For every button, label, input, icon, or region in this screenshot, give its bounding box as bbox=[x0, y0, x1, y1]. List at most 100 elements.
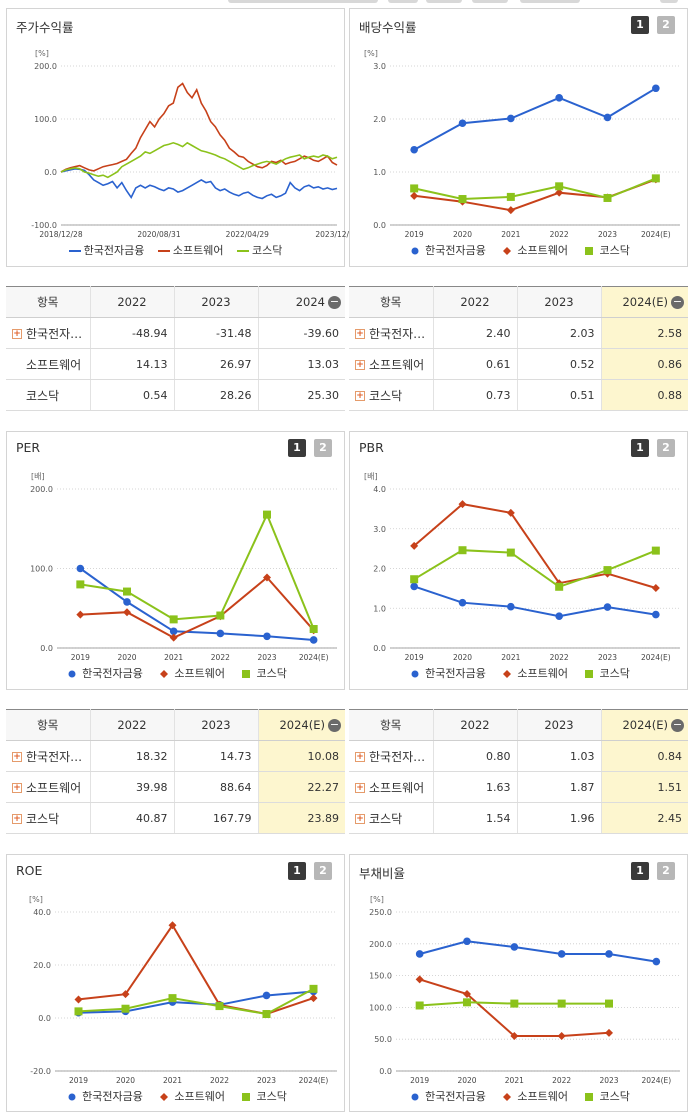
row-label[interactable]: + 코스닥 bbox=[6, 802, 90, 834]
diamond-marker-icon bbox=[503, 670, 512, 678]
expand-plus-icon[interactable]: + bbox=[355, 360, 365, 370]
toggle-1-button[interactable]: 1 bbox=[631, 862, 649, 880]
row-label[interactable]: + 소프트웨어 bbox=[349, 771, 433, 803]
legend-item[interactable]: 한국전자금융 bbox=[407, 242, 486, 258]
data-point-square bbox=[557, 999, 566, 1008]
data-point-square bbox=[121, 1004, 130, 1013]
series-line bbox=[79, 567, 314, 641]
data-point-square bbox=[410, 184, 419, 193]
table-cell-estimate: 0.86 bbox=[600, 348, 688, 380]
legend-item[interactable]: 코스닥 bbox=[581, 242, 630, 258]
collapse-minus-icon[interactable]: − bbox=[671, 718, 684, 732]
expand-plus-icon[interactable]: + bbox=[355, 783, 365, 793]
legend-item[interactable]: 한국전자금융 bbox=[68, 242, 144, 258]
legend-item[interactable]: 소프트웨어 bbox=[156, 665, 225, 681]
legend-item[interactable]: 한국전자금융 bbox=[64, 1088, 143, 1104]
data-point-diamond bbox=[169, 633, 178, 642]
data-point-diamond bbox=[74, 995, 83, 1004]
data-point-circle bbox=[169, 627, 178, 636]
collapse-minus-icon[interactable]: − bbox=[328, 718, 341, 732]
legend-item[interactable]: 코스닥 bbox=[238, 1088, 287, 1104]
legend-item[interactable]: 한국전자금융 bbox=[64, 665, 143, 681]
row-label[interactable]: + 소프트웨어 bbox=[349, 348, 433, 380]
series-line bbox=[414, 178, 657, 212]
legend-item[interactable]: 소프트웨어 bbox=[157, 242, 224, 258]
row-label[interactable]: + 한국전자… bbox=[349, 317, 433, 349]
expand-plus-icon[interactable]: + bbox=[355, 752, 365, 762]
row-name: 소프트웨어 bbox=[26, 780, 82, 795]
stock-return-panel: 주가수익률 [%] 200.0 100.0 0.0 -100.0 2018/12/28 20… bbox=[6, 8, 359, 267]
data-point-square bbox=[123, 587, 131, 596]
y-tick-label: 250.0 bbox=[369, 908, 392, 917]
col-header: 항목 bbox=[349, 286, 433, 318]
data-point-circle bbox=[458, 598, 467, 607]
table-cell-estimate: 0.88 bbox=[600, 379, 688, 411]
row-label[interactable]: + 한국전자… bbox=[6, 740, 90, 772]
row-name: 코스닥 bbox=[26, 811, 60, 826]
legend-item[interactable]: 코스닥 bbox=[581, 665, 630, 681]
unit-label: [배] bbox=[364, 472, 378, 481]
y-tick-label: 0.0 bbox=[373, 644, 386, 653]
data-point-square bbox=[410, 575, 419, 584]
table-row: + 코스닥 1.54 1.96 2.45 bbox=[349, 802, 688, 834]
data-point-circle bbox=[458, 119, 467, 128]
row-name: 한국전자… bbox=[369, 326, 426, 341]
col-header: 2023 bbox=[173, 709, 258, 741]
toggle-1-button[interactable]: 1 bbox=[631, 16, 649, 34]
expand-plus-icon[interactable]: + bbox=[355, 391, 365, 401]
data-point-circle bbox=[263, 632, 271, 641]
table-cell-estimate: 22.27 bbox=[257, 771, 345, 803]
square-marker-icon bbox=[585, 247, 594, 255]
series-line bbox=[60, 167, 338, 200]
toggle-2-button[interactable]: 2 bbox=[314, 862, 332, 880]
y-tick-label: 3.0 bbox=[373, 62, 386, 71]
x-tick-label: 2022 bbox=[550, 230, 569, 239]
collapse-minus-icon[interactable]: − bbox=[671, 295, 684, 309]
expand-plus-icon[interactable]: + bbox=[355, 329, 365, 339]
table-cell: 1.87 bbox=[516, 771, 601, 803]
toggle-1-button[interactable]: 1 bbox=[288, 439, 306, 457]
expand-plus-icon[interactable]: + bbox=[355, 814, 365, 824]
table-cell: 14.13 bbox=[89, 348, 174, 380]
legend-item[interactable]: 소프트웨어 bbox=[499, 242, 568, 258]
toggle-1-button[interactable]: 1 bbox=[288, 862, 306, 880]
table-row: 소프트웨어 14.13 26.97 13.03 bbox=[6, 348, 345, 380]
collapse-minus-icon[interactable]: − bbox=[328, 295, 341, 309]
expand-plus-icon[interactable]: + bbox=[12, 329, 22, 339]
legend-label: 소프트웨어 bbox=[172, 244, 224, 257]
data-point-circle bbox=[410, 582, 418, 591]
table-cell: 40.87 bbox=[89, 802, 174, 834]
data-point-circle bbox=[557, 950, 566, 958]
series-line bbox=[413, 549, 657, 588]
legend-item[interactable]: 한국전자금융 bbox=[407, 1088, 486, 1104]
x-tick-label: 2019 bbox=[71, 653, 90, 662]
row-label[interactable]: + 코스닥 bbox=[349, 802, 433, 834]
toggle-2-button[interactable]: 2 bbox=[314, 439, 332, 457]
legend-item[interactable]: 코스닥 bbox=[238, 665, 287, 681]
legend-item[interactable]: 코스닥 bbox=[236, 242, 282, 258]
expand-plus-icon[interactable]: + bbox=[12, 783, 22, 793]
toggle-2-button[interactable]: 2 bbox=[657, 16, 675, 34]
toggle-2-button[interactable]: 2 bbox=[657, 862, 675, 880]
expand-plus-icon[interactable]: + bbox=[12, 814, 22, 824]
x-tick-label: 2020 bbox=[453, 230, 472, 239]
row-label[interactable]: + 소프트웨어 bbox=[6, 771, 90, 803]
col-header: 2022 bbox=[432, 286, 517, 318]
legend-item[interactable]: 소프트웨어 bbox=[156, 1088, 225, 1104]
row-label[interactable]: + 한국전자… bbox=[349, 740, 433, 772]
legend-item[interactable]: 코스닥 bbox=[581, 1088, 630, 1104]
square-marker-icon bbox=[585, 1093, 594, 1101]
table-cell: 0.73 bbox=[432, 379, 517, 411]
row-label[interactable]: + 한국전자… bbox=[6, 317, 90, 349]
col-header: 항목 bbox=[6, 709, 90, 741]
legend-item[interactable]: 소프트웨어 bbox=[499, 665, 568, 681]
expand-plus-icon[interactable]: + bbox=[12, 752, 22, 762]
data-point-square bbox=[215, 1002, 224, 1011]
row-label[interactable]: + 코스닥 bbox=[349, 379, 433, 411]
toggle-1-button[interactable]: 1 bbox=[631, 439, 649, 457]
legend-item[interactable]: 소프트웨어 bbox=[499, 1088, 568, 1104]
legend-label: 한국전자금융 bbox=[425, 244, 486, 257]
data-point-diamond bbox=[506, 206, 515, 215]
toggle-2-button[interactable]: 2 bbox=[657, 439, 675, 457]
legend-item[interactable]: 한국전자금융 bbox=[407, 665, 486, 681]
